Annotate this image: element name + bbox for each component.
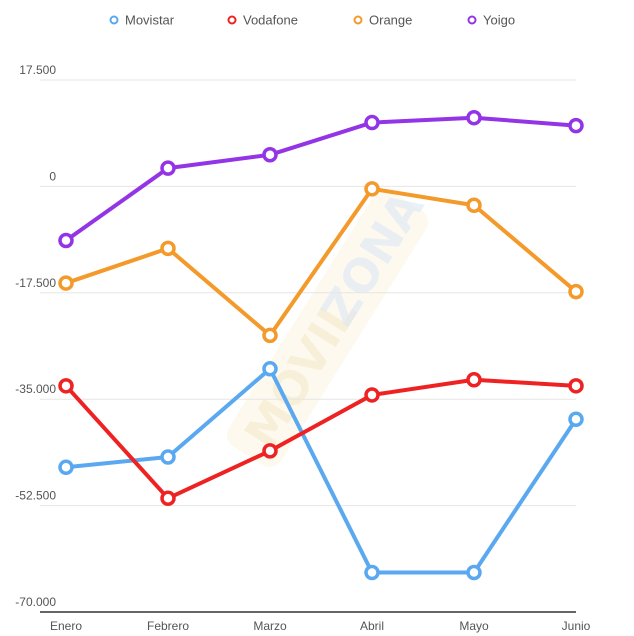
y-tick-label: -35.000: [15, 382, 56, 396]
data-point-orange[interactable]: [364, 181, 380, 197]
data-point-yoigo[interactable]: [58, 232, 74, 249]
data-point-vodafone[interactable]: [58, 378, 74, 394]
legend-item-vodafone[interactable]: Vodafone: [227, 13, 298, 28]
series-orange: [58, 181, 584, 344]
data-point-movistar[interactable]: [568, 411, 584, 428]
series-line-movistar: [64, 366, 578, 575]
y-tick-label: -52.500: [15, 489, 56, 503]
data-point-vodafone[interactable]: [568, 378, 584, 394]
legend-marker: [109, 15, 119, 25]
data-point-movistar[interactable]: [466, 564, 482, 581]
data-point-orange[interactable]: [466, 197, 482, 213]
data-point-vodafone[interactable]: [160, 490, 176, 507]
data-point-orange[interactable]: [160, 240, 176, 257]
y-tick-label: -70.000: [15, 595, 56, 609]
legend-label: Yoigo: [483, 13, 515, 28]
data-point-orange[interactable]: [58, 275, 74, 291]
x-tick-label: Febrero: [147, 619, 189, 633]
series-vodafone: [58, 371, 584, 507]
x-tick-label: Enero: [50, 619, 82, 633]
data-point-yoigo[interactable]: [466, 109, 482, 126]
series-line-yoigo: [64, 115, 578, 243]
legend[interactable]: Movistar Vodafone Orange Yoigo: [109, 13, 516, 28]
y-tick-label: -17.500: [15, 276, 56, 290]
x-tick-label: Mayo: [459, 619, 489, 633]
legend-marker: [227, 15, 237, 25]
data-point-vodafone[interactable]: [262, 443, 278, 459]
y-tick-label: 17.500: [19, 63, 56, 77]
legend-marker: [353, 15, 363, 25]
x-tick-label: Abril: [360, 619, 384, 633]
legend-label: Movistar: [125, 13, 175, 28]
y-axis: 17.500 0 -17.500 -35.000 -52.500 -70.000: [15, 63, 56, 609]
data-point-yoigo[interactable]: [568, 117, 584, 134]
data-point-movistar[interactable]: [262, 361, 278, 377]
series-line-orange: [64, 186, 578, 338]
y-tick-label: 0: [49, 169, 56, 183]
data-point-yoigo[interactable]: [160, 160, 176, 176]
data-point-movistar[interactable]: [364, 564, 380, 581]
series-movistar: [58, 361, 584, 581]
data-point-vodafone[interactable]: [466, 371, 482, 388]
series-line-vodafone: [64, 377, 578, 501]
watermark-logo: MOVIL ZONA: [226, 182, 434, 467]
legend-label: Orange: [369, 13, 412, 28]
series-group: [58, 109, 584, 581]
legend-item-movistar[interactable]: Movistar: [109, 13, 175, 28]
data-point-orange[interactable]: [262, 327, 278, 344]
x-tick-label: Junio: [562, 619, 591, 633]
legend-item-yoigo[interactable]: Yoigo: [467, 13, 516, 28]
legend-item-orange[interactable]: Orange: [353, 13, 413, 28]
x-axis: Enero Febrero Marzo Abril Mayo Junio: [50, 619, 591, 633]
legend-marker: [467, 15, 477, 25]
series-yoigo: [58, 109, 584, 249]
data-point-yoigo[interactable]: [262, 147, 278, 163]
data-point-yoigo[interactable]: [364, 114, 380, 131]
legend-label: Vodafone: [243, 13, 298, 28]
data-point-movistar[interactable]: [58, 459, 74, 476]
gridlines: [40, 79, 576, 613]
data-point-movistar[interactable]: [160, 449, 176, 465]
data-point-orange[interactable]: [568, 283, 584, 300]
x-tick-label: Marzo: [253, 619, 287, 633]
data-point-vodafone[interactable]: [364, 387, 380, 403]
